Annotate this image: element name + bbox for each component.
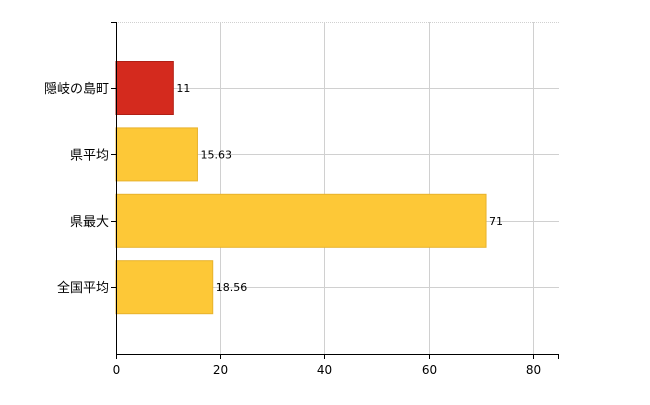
- axes: [111, 22, 559, 359]
- bar-3: [115, 193, 487, 248]
- data-label-3: 71: [489, 215, 503, 228]
- x-tick-label-60: 60: [422, 363, 437, 377]
- x-tick-label-80: 80: [526, 363, 541, 377]
- labels: 11 隠岐の島町 15.63 県平均 71 県最大 18.56 全国平均 0 20 40 60 80: [44, 82, 541, 377]
- category-label-3: 県最大: [70, 215, 109, 230]
- bar-4: [115, 260, 214, 315]
- bar-2: [115, 127, 198, 182]
- x-tick-label-20: 20: [213, 363, 228, 377]
- x-tick-label-0: 0: [113, 363, 121, 377]
- data-label-4: 18.56: [216, 281, 248, 294]
- category-label-4: 全国平均: [57, 280, 109, 296]
- bar-1: [115, 61, 174, 115]
- x-tick-label-40: 40: [317, 363, 332, 377]
- data-label-1: 11: [176, 82, 190, 95]
- category-label-2: 県平均: [70, 148, 109, 163]
- category-label-1: 隠岐の島町: [44, 82, 109, 97]
- bars: [115, 61, 487, 315]
- data-label-2: 15.63: [200, 148, 232, 161]
